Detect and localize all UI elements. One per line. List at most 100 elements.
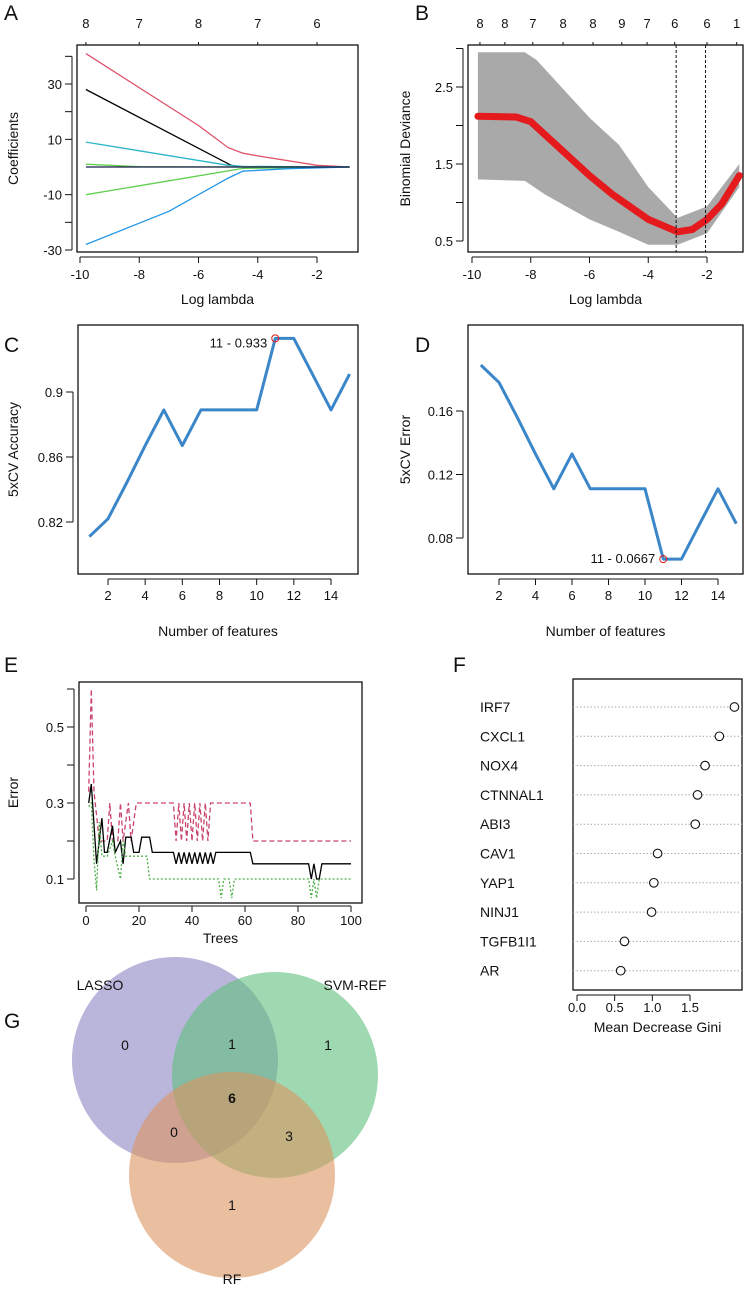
x-axis-title: Mean Decrease Gini: [594, 1019, 722, 1035]
x-axis-title: Number of features: [158, 623, 278, 639]
coef-path-1: [85, 88, 350, 168]
y-axis-title: Binomial Deviance: [397, 90, 413, 206]
top-axis-label: 8: [476, 16, 483, 31]
x-tick-label: 4: [532, 588, 539, 603]
y-tick-label: 0.08: [428, 531, 453, 546]
venn-region-count: 6: [228, 1090, 236, 1106]
plot-box-F: [572, 678, 743, 991]
gene-label: AR: [480, 963, 499, 979]
venn-region-count: 1: [228, 1197, 236, 1213]
gene-label: YAP1: [480, 875, 515, 891]
y-tick-label: 0.1: [46, 872, 64, 887]
gini-point-CAV1: [652, 848, 663, 859]
x-tick-label: -10: [463, 267, 482, 282]
x-tick-label: 14: [324, 588, 338, 603]
top-axis-label: 7: [643, 16, 650, 31]
venn-region-count: 0: [121, 1037, 129, 1053]
panel-label-c: C: [4, 334, 19, 357]
x-tick-label: 100: [340, 913, 362, 928]
plot-box-C: [77, 324, 359, 575]
y-tick-label: 0.82: [38, 515, 63, 530]
gene-label: CXCL1: [480, 728, 525, 744]
y-axis-title: Error: [5, 777, 21, 808]
coef-path-4: [85, 166, 350, 196]
coef-path-5: [85, 166, 350, 246]
best-point-label: 11 - 0.0667: [590, 551, 655, 566]
x-tick-label: 1.5: [681, 1000, 699, 1015]
y-tick-label: 10: [48, 132, 62, 147]
top-axis-label: 1: [733, 16, 740, 31]
top-axis-label: 6: [703, 16, 710, 31]
panel-label-a: A: [4, 2, 18, 25]
x-tick-label: -4: [642, 267, 654, 282]
x-tick-label: 12: [287, 588, 301, 603]
gene-label: NOX4: [480, 758, 518, 774]
error-line-dashed: [88, 688, 351, 842]
cv-line: [479, 363, 738, 561]
y-tick-label: 0.86: [38, 450, 63, 465]
venn-set-label: RF: [223, 1271, 242, 1287]
panel-label-g: G: [4, 1010, 20, 1033]
x-tick-label: 2: [104, 588, 111, 603]
gini-point-NOX4: [700, 760, 710, 771]
y-tick-label: 1.5: [435, 157, 453, 172]
x-tick-label: 40: [185, 913, 199, 928]
x-tick-label: 1.0: [643, 1000, 661, 1015]
x-tick-label: -4: [252, 267, 264, 282]
x-tick-label: -8: [133, 267, 145, 282]
x-axis-title: Log lambda: [181, 291, 254, 307]
x-tick-label: -6: [584, 267, 596, 282]
gini-point-CXCL1: [714, 731, 725, 742]
x-tick-label: 8: [605, 588, 612, 603]
best-point-marker: [271, 334, 280, 343]
gene-label: IRF7: [480, 699, 511, 715]
top-axis-label: 7: [529, 16, 536, 31]
x-axis-title: Number of features: [546, 623, 666, 639]
x-tick-label: 10: [638, 588, 652, 603]
best-point-marker: [659, 555, 668, 564]
y-tick-label: 0.3: [46, 796, 64, 811]
x-axis-title: Log lambda: [569, 291, 642, 307]
panel-label-f: F: [453, 654, 466, 677]
x-axis-title: Trees: [203, 930, 238, 946]
top-axis-label: 9: [618, 16, 625, 31]
x-tick-label: 2: [495, 588, 502, 603]
cv-line: [88, 336, 351, 538]
best-point-label: 11 - 0.933: [210, 335, 268, 350]
top-axis-label: 8: [501, 16, 508, 31]
x-tick-label: -6: [193, 267, 205, 282]
x-tick-label: 80: [291, 913, 305, 928]
gene-label: NINJ1: [480, 904, 519, 920]
y-tick-label: 2.5: [435, 80, 453, 95]
y-tick-label: 0.12: [428, 468, 453, 483]
y-tick-label: 0.5: [46, 720, 64, 735]
x-tick-label: 12: [674, 588, 688, 603]
gini-point-NINJ1: [646, 907, 657, 917]
x-tick-label: -8: [525, 267, 537, 282]
plot-box-A: [76, 44, 359, 253]
top-axis-label: 7: [136, 16, 143, 31]
x-tick-label: 20: [132, 913, 146, 928]
x-tick-label: -2: [701, 267, 713, 282]
x-tick-label: 0: [82, 913, 89, 928]
x-tick-label: 0.5: [606, 1000, 624, 1015]
panel-label-d: D: [415, 334, 430, 357]
venn-region-count: 0: [170, 1124, 178, 1140]
gini-point-TGFB1I1: [619, 936, 630, 947]
top-axis-label: 6: [671, 16, 678, 31]
venn-circle-rf: [129, 1072, 335, 1278]
y-tick-label: 0.5: [435, 234, 453, 249]
x-tick-label: 8: [216, 588, 223, 603]
panel-label-e: E: [4, 654, 18, 677]
top-axis-label: 6: [313, 16, 320, 31]
gini-point-ABI3: [690, 819, 701, 830]
y-axis-title: 5xCV Error: [397, 415, 413, 485]
y-tick-label: 0.16: [428, 404, 453, 419]
venn-region-count: 1: [324, 1037, 332, 1053]
gini-point-CTNNAL1: [692, 790, 703, 800]
y-axis-title: 5xCV Accuracy: [5, 402, 21, 497]
y-tick-label: -30: [43, 243, 62, 258]
venn-set-label: LASSO: [77, 977, 124, 993]
coef-path-0: [85, 53, 350, 168]
